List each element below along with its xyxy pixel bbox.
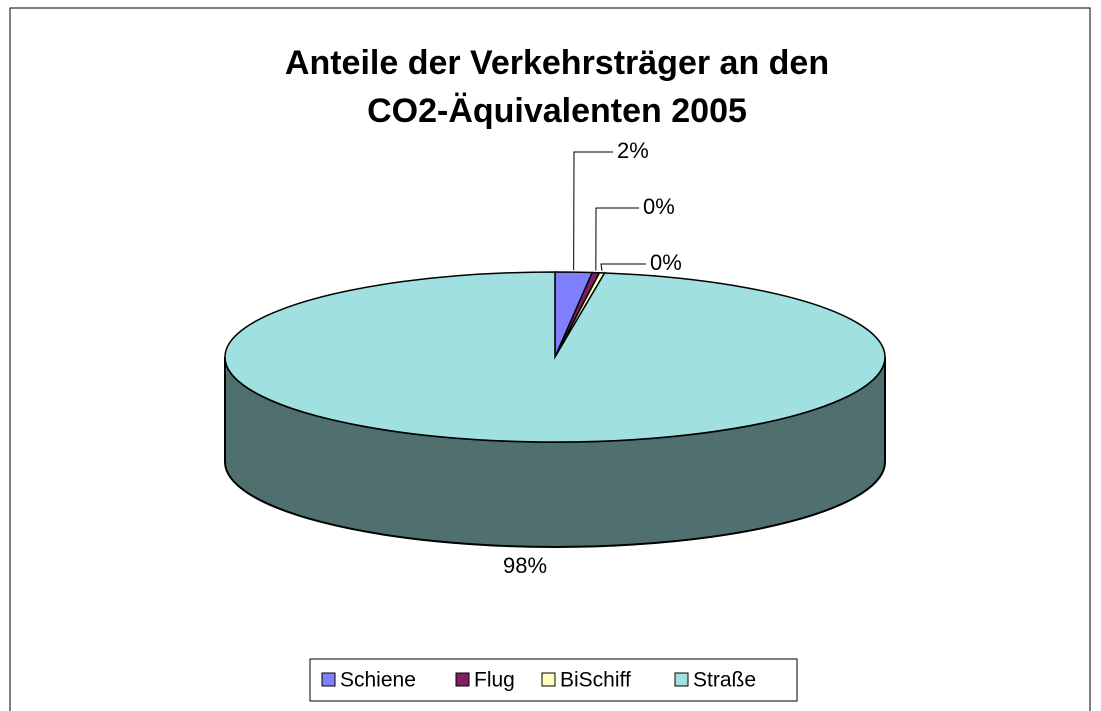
data-label: 0% [650,250,682,275]
leader-line [595,207,639,271]
chart-title: Anteile der Verkehrsträger an den [285,44,829,82]
legend-swatch [455,672,470,687]
legend-swatch [541,672,556,687]
leader-line [573,151,613,271]
data-label: 98% [503,553,547,578]
chart-title: CO2-Äquivalenten 2005 [367,92,747,130]
legend-label: Flug [474,669,515,692]
legend-swatch [674,672,689,687]
legend-label: Straße [693,669,756,692]
legend-label: BiSchiff [560,669,631,692]
pie-slice [224,271,886,443]
data-label: 0% [643,194,675,219]
data-label: 2% [617,138,649,163]
leader-line [600,263,646,271]
legend-swatch [321,672,336,687]
legend-label: Schiene [340,669,416,692]
